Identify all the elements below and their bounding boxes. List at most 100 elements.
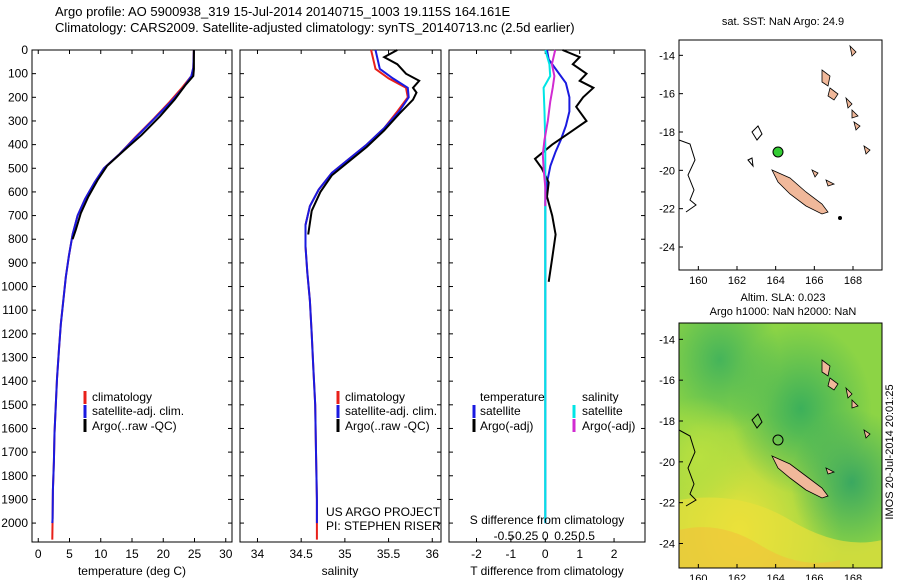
sst-map: sat. SST: NaN Argo: 24.9 160 162 164 166 168…: [659, 16, 883, 287]
sst-map-axes: 160 162 164 166 168 -14 -16 -18 -20 -22 -24: [659, 50, 862, 287]
s-diff-tick-label: 0.5: [578, 529, 595, 543]
difference-panel: -2 -1 0 1 2 -0.5-0.25 0 0.25 0.5 T difference f…: [448, 49, 646, 578]
x-tick-label: 0: [542, 547, 549, 561]
x-tick-label: 35: [338, 547, 352, 561]
depth-tick-label: 400: [8, 138, 28, 152]
lon-tick-label: 168: [844, 275, 862, 287]
lat-tick-label: -18: [659, 127, 675, 139]
s-diff-tick-label: -0.25: [511, 529, 539, 543]
series-line-t-argo-adj-: [533, 49, 596, 282]
new-caledonia-land-sla: [771, 455, 829, 499]
lon-tick-label: 166: [805, 275, 823, 287]
salinity-legend-argo: Argo(..raw -QC): [345, 419, 430, 433]
sst-land: [771, 44, 871, 215]
series-line-argo-raw-qc-: [71, 50, 195, 240]
x-tick-label: 25: [188, 547, 202, 561]
depth-tick-label: 1900: [1, 492, 28, 506]
lon-tick-label: 164: [766, 573, 784, 580]
depth-tick-label: 300: [8, 114, 28, 128]
depth-tick-label: 100: [8, 67, 28, 81]
lat-tick-label: -22: [659, 204, 675, 216]
lat-tick-label: -24: [659, 242, 675, 254]
t-difference-xlabel: T difference from climatology: [470, 564, 624, 578]
temperature-legend-satellite: satellite-adj. clim.: [92, 404, 184, 418]
x-tick-label: 5: [66, 547, 73, 561]
x-tick-label: 36: [426, 547, 440, 561]
sla-map: Altim. SLA: 0.023 Argo h1000: NaN h2000:…: [659, 292, 896, 580]
x-tick-label: 1: [576, 547, 583, 561]
temperature-legend: climatology satellite-adj. clim. Argo(..…: [83, 390, 184, 433]
depth-tick-label: 1400: [1, 374, 28, 388]
depth-tick-label: 200: [8, 90, 28, 104]
x-tick-label: 2: [611, 547, 618, 561]
lon-tick-label: 166: [805, 573, 823, 580]
lat-tick-label: -22: [659, 498, 675, 510]
imos-stamp: IMOS 20-Jul-2014 20:01:25: [884, 384, 896, 519]
sla-land: [771, 359, 871, 499]
salinity-plot-frame: [239, 49, 442, 543]
temperature-series: [51, 49, 195, 540]
s-diff-tick-label: -0.5: [494, 529, 515, 543]
pi-label: PI: STEPHEN RISER: [326, 519, 441, 533]
lat-tick-label: -16: [659, 89, 675, 101]
salinity-difference-axis: -0.5-0.25 0 0.25 0.5: [494, 529, 596, 543]
lon-tick-label: 160: [689, 275, 707, 287]
depth-tick-label: 1600: [1, 421, 28, 435]
salinity-legend-climatology: climatology: [345, 390, 405, 404]
depth-tick-label: 1700: [1, 445, 28, 459]
lat-tick-label: -14: [659, 334, 675, 346]
depth-tick-label: 1100: [2, 303, 28, 317]
depth-tick-label: 0: [21, 43, 28, 57]
sla-map-frame: [678, 322, 883, 569]
legend-salinity-title: salinity: [582, 390, 619, 404]
lon-tick-label: 160: [689, 573, 707, 580]
depth-tick-label: 500: [8, 161, 28, 175]
series-line-t-satellite: [544, 49, 571, 524]
x-tick-label: 35.5: [377, 547, 401, 561]
depth-tick-label: 1000: [1, 280, 28, 294]
sst-island-dot: [838, 216, 842, 220]
lon-tick-label: 168: [844, 573, 862, 580]
series-line-s-satellite: [542, 49, 552, 524]
s-diff-tick-label: 0.25: [554, 529, 578, 543]
depth-tick-label: 1200: [1, 327, 28, 341]
series-line-climatology: [304, 49, 409, 540]
depth-tick-label: 700: [8, 209, 28, 223]
salinity-legend-satellite: satellite-adj. clim.: [345, 404, 437, 418]
header-line-2: Climatology: CARS2009. Satellite-adjuste…: [55, 20, 575, 35]
lat-tick-label: -24: [659, 539, 675, 551]
s-difference-xlabel: S difference from climatology: [470, 513, 625, 527]
legend-s-satellite: satellite: [582, 404, 623, 418]
salinity-x-axis: 34 34.5 35 35.5 36: [251, 50, 439, 561]
temperature-x-axis: 0 5 10 15 20 25 30: [35, 50, 233, 561]
x-tick-label: 30: [219, 547, 233, 561]
depth-tick-label: 1300: [1, 351, 28, 365]
legend-t-satellite: satellite: [480, 404, 521, 418]
depth-tick-label: 2000: [1, 516, 28, 530]
x-tick-label: -1: [506, 547, 517, 561]
legend-temperature-title: temperature: [480, 390, 545, 404]
new-caledonia-land: [771, 169, 829, 215]
x-tick-label: 0: [35, 547, 42, 561]
series-line-s-argo-adj-: [541, 49, 557, 207]
depth-tick-label: 1500: [1, 398, 28, 412]
sst-float-marker: [772, 146, 784, 158]
sla-map-title-1: Altim. SLA: 0.023: [741, 292, 826, 304]
series-line-climatology: [51, 49, 195, 540]
difference-depth-ticks: [449, 49, 645, 524]
x-tick-label: 15: [125, 547, 139, 561]
s-diff-tick-label: 0: [542, 529, 549, 543]
temperature-legend-argo: Argo(..raw -QC): [92, 419, 177, 433]
lat-tick-label: -20: [659, 165, 675, 177]
sla-coastlines: [678, 413, 784, 507]
lat-tick-label: -14: [659, 50, 675, 62]
depth-axis: 0 100 200 300 400 500 600 700 800 900 1000 1100 1200…: [1, 43, 232, 530]
lon-tick-label: 162: [728, 275, 746, 287]
x-tick-label: -2: [471, 547, 482, 561]
lon-tick-label: 164: [766, 275, 784, 287]
sla-map-axes: 160 162 164 166 168 -14 -16 -18 -20 -22 -24: [659, 334, 862, 580]
temperature-plot-frame: [31, 49, 233, 543]
lat-tick-label: -18: [659, 416, 675, 428]
lat-tick-label: -20: [659, 457, 675, 469]
